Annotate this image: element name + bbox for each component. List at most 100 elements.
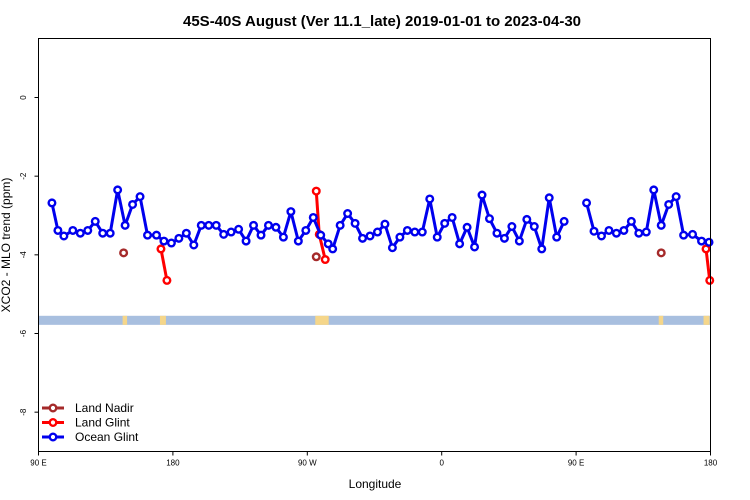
data-point — [135, 192, 145, 202]
data-point — [335, 220, 345, 230]
x-tick-label: 90 W — [298, 459, 317, 468]
data-point — [410, 227, 420, 237]
land-patch — [122, 315, 128, 325]
data-point — [697, 236, 707, 246]
data-point — [166, 238, 176, 248]
legend-marker — [48, 403, 58, 413]
data-point — [402, 225, 412, 235]
data-point — [537, 244, 547, 254]
data-point — [226, 227, 236, 237]
data-point — [679, 230, 689, 240]
data-point — [440, 218, 450, 228]
data-point — [83, 225, 93, 235]
chart-title: 45S-40S August (Ver 11.1_late) 2019-01-0… — [183, 13, 581, 30]
data-point — [432, 232, 442, 242]
axes: 90 E 180 90 W 0 90 E 180 0 -2 -4 -6 -8 — [19, 95, 718, 468]
data-point — [316, 230, 326, 240]
data-point — [234, 224, 244, 234]
data-point — [358, 233, 368, 243]
data-point — [113, 185, 123, 195]
data-point — [656, 248, 666, 258]
data-point — [196, 220, 206, 230]
data-point — [656, 220, 666, 230]
data-point — [447, 212, 457, 222]
data-point — [271, 222, 281, 232]
data-point — [59, 231, 69, 241]
data-point — [688, 229, 698, 239]
data-point — [492, 228, 502, 238]
x-tick-label: 90 E — [30, 459, 46, 468]
data-point — [263, 220, 273, 230]
data-point — [634, 228, 644, 238]
data-point — [174, 233, 184, 243]
data-point — [470, 242, 480, 252]
land-patch — [315, 315, 329, 325]
series-line — [704, 248, 712, 281]
data-point — [278, 232, 288, 242]
data-point — [705, 275, 715, 285]
data-point — [499, 233, 509, 243]
data-point — [293, 236, 303, 246]
data-point — [90, 216, 100, 226]
data-point — [204, 220, 214, 230]
data-point — [395, 232, 405, 242]
data-point — [308, 212, 318, 222]
data-point — [151, 230, 161, 240]
data-point — [611, 228, 621, 238]
data-point — [380, 219, 390, 229]
land-patch — [159, 315, 166, 325]
data-point — [529, 222, 539, 232]
data-point — [53, 225, 63, 235]
data-point — [105, 228, 115, 238]
data-point — [544, 193, 554, 203]
x-tick-label: 90 E — [568, 459, 584, 468]
series-land-glint — [156, 186, 715, 285]
data-point — [552, 232, 562, 242]
data-point — [311, 252, 321, 262]
data-point — [301, 225, 311, 235]
data-point — [343, 209, 353, 219]
data-point — [582, 198, 592, 208]
data-point — [387, 243, 397, 253]
data-point — [162, 275, 172, 285]
series-ocean-glint — [47, 185, 714, 254]
data-point — [211, 220, 221, 230]
legend-label: Land Nadir — [75, 401, 134, 415]
legend-marker — [48, 418, 58, 428]
data-point — [311, 186, 321, 196]
data-point — [189, 240, 199, 250]
data-point — [156, 244, 166, 254]
data-point — [641, 227, 651, 237]
data-point — [159, 236, 169, 246]
data-point — [484, 214, 494, 224]
y-axis-label: XCO2 - MLO trend (ppm) — [0, 178, 13, 313]
data-point — [514, 236, 524, 246]
data-point — [47, 198, 57, 208]
data-point — [365, 231, 375, 241]
data-point — [507, 222, 517, 232]
data-point — [704, 237, 714, 247]
land-patch — [703, 315, 710, 325]
data-point — [68, 225, 78, 235]
data-point — [372, 227, 382, 237]
legend-marker — [48, 432, 58, 442]
data-point — [596, 231, 606, 241]
data-point — [75, 228, 85, 238]
data-point — [649, 185, 659, 195]
data-point — [219, 229, 229, 239]
y-tick-label: -4 — [19, 251, 28, 259]
plot-area — [38, 185, 715, 325]
x-tick-label: 180 — [704, 459, 718, 468]
data-point — [589, 226, 599, 236]
data-point — [286, 207, 296, 217]
series-line — [159, 248, 169, 281]
data-point — [249, 220, 259, 230]
y-tick-label: -8 — [19, 408, 28, 416]
data-point — [701, 244, 711, 254]
data-point — [664, 199, 674, 209]
data-point — [256, 230, 266, 240]
data-point — [522, 214, 532, 224]
data-point — [320, 255, 330, 265]
